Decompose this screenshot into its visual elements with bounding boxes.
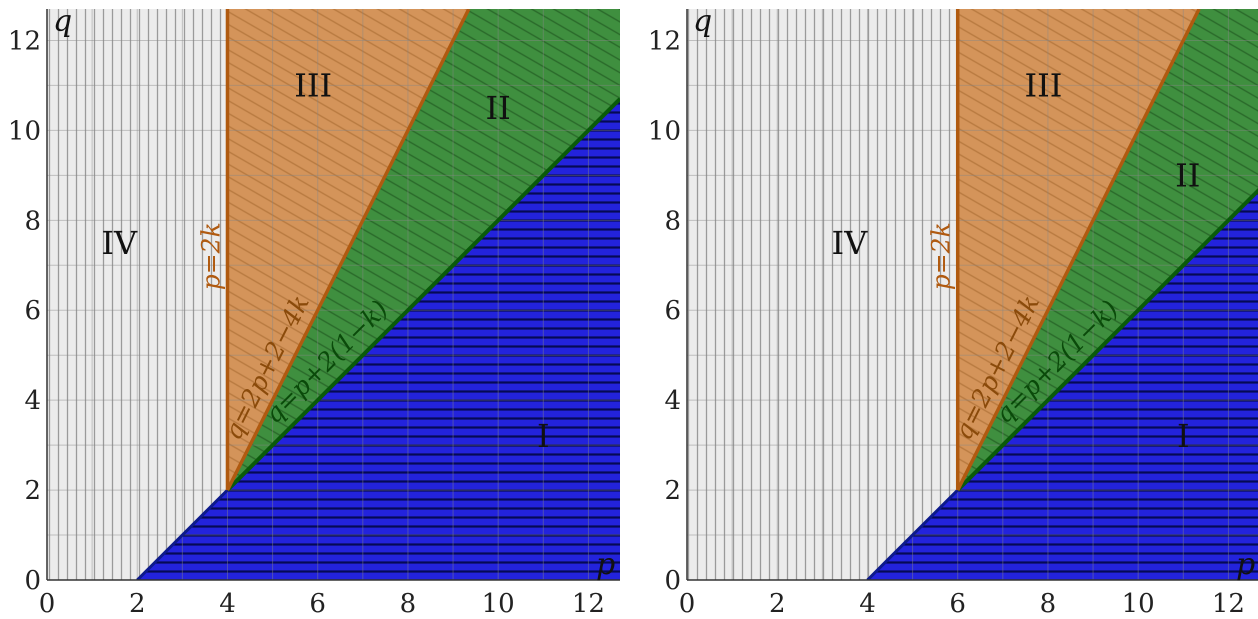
region-label-ii: II — [486, 89, 511, 127]
boundary-line-ii — [226, 97, 620, 492]
x-tick-label: 2 — [129, 589, 146, 619]
y-tick-label: 10 — [8, 116, 41, 146]
x-tick-label: 4 — [219, 589, 236, 619]
x-tick-label: 2 — [769, 589, 786, 619]
x-tick-label: 0 — [39, 589, 56, 619]
x-tick-label: 12 — [572, 589, 605, 619]
plot-area — [47, 9, 620, 580]
x-tick-label: 8 — [400, 589, 417, 619]
boundary-line-iii — [225, 9, 471, 491]
region-label-i: I — [1177, 417, 1190, 455]
x-tick-label: 6 — [949, 589, 966, 619]
x-tick-label: 6 — [309, 589, 326, 619]
y-tick-label: 6 — [664, 296, 681, 326]
x-axis-label: p — [596, 547, 615, 582]
boundary-line-ii — [956, 188, 1258, 492]
region-ii — [227, 9, 620, 491]
x-axis-label: p — [1236, 547, 1255, 582]
y-tick-label: 2 — [664, 476, 681, 506]
line-label-vertical: p=2k — [196, 222, 225, 290]
y-tick-label: 12 — [8, 26, 41, 56]
region-ii — [957, 9, 1258, 491]
plot-area — [687, 9, 1258, 580]
chart-panel-2: 0 2 4 6 8 10 12024681012qpIVIIIIIIp=2kq=2p+2−4… — [648, 4, 1258, 619]
y-tick-label: 12 — [648, 26, 681, 56]
y-tick-label: 10 — [648, 116, 681, 146]
y-tick-label: 8 — [664, 206, 681, 236]
region-label-iv: IV — [832, 224, 869, 262]
y-tick-label: 4 — [24, 386, 41, 416]
y-axis-label: q — [693, 4, 712, 39]
y-tick-label: 0 — [664, 566, 681, 596]
y-tick-label: 0 — [24, 566, 41, 596]
y-tick-label: 4 — [664, 386, 681, 416]
region-label-ii: II — [1175, 156, 1200, 194]
x-tick-label: 10 — [482, 589, 515, 619]
region-label-i: I — [537, 417, 550, 455]
y-tick-label: 6 — [24, 296, 41, 326]
x-tick-label: 10 — [1122, 589, 1155, 619]
y-tick-label: 8 — [24, 206, 41, 236]
x-tick-label: 8 — [1040, 589, 1057, 619]
chart-panel-1: 0 2 4 6 8 10 12024681012qpIVIIIIIIp=2kq=2p+2−4… — [8, 4, 620, 619]
x-tick-label: 0 — [679, 589, 696, 619]
line-label-vertical: p=2k — [927, 222, 956, 290]
boundary-line-iii — [956, 9, 1201, 491]
x-tick-label: 4 — [859, 589, 876, 619]
x-tick-label: 12 — [1212, 589, 1245, 619]
region-label-iv: IV — [101, 224, 138, 262]
y-tick-label: 2 — [24, 476, 41, 506]
y-axis-label: q — [53, 4, 72, 39]
region-label-iii: III — [1024, 66, 1062, 104]
region-label-iii: III — [294, 66, 332, 104]
